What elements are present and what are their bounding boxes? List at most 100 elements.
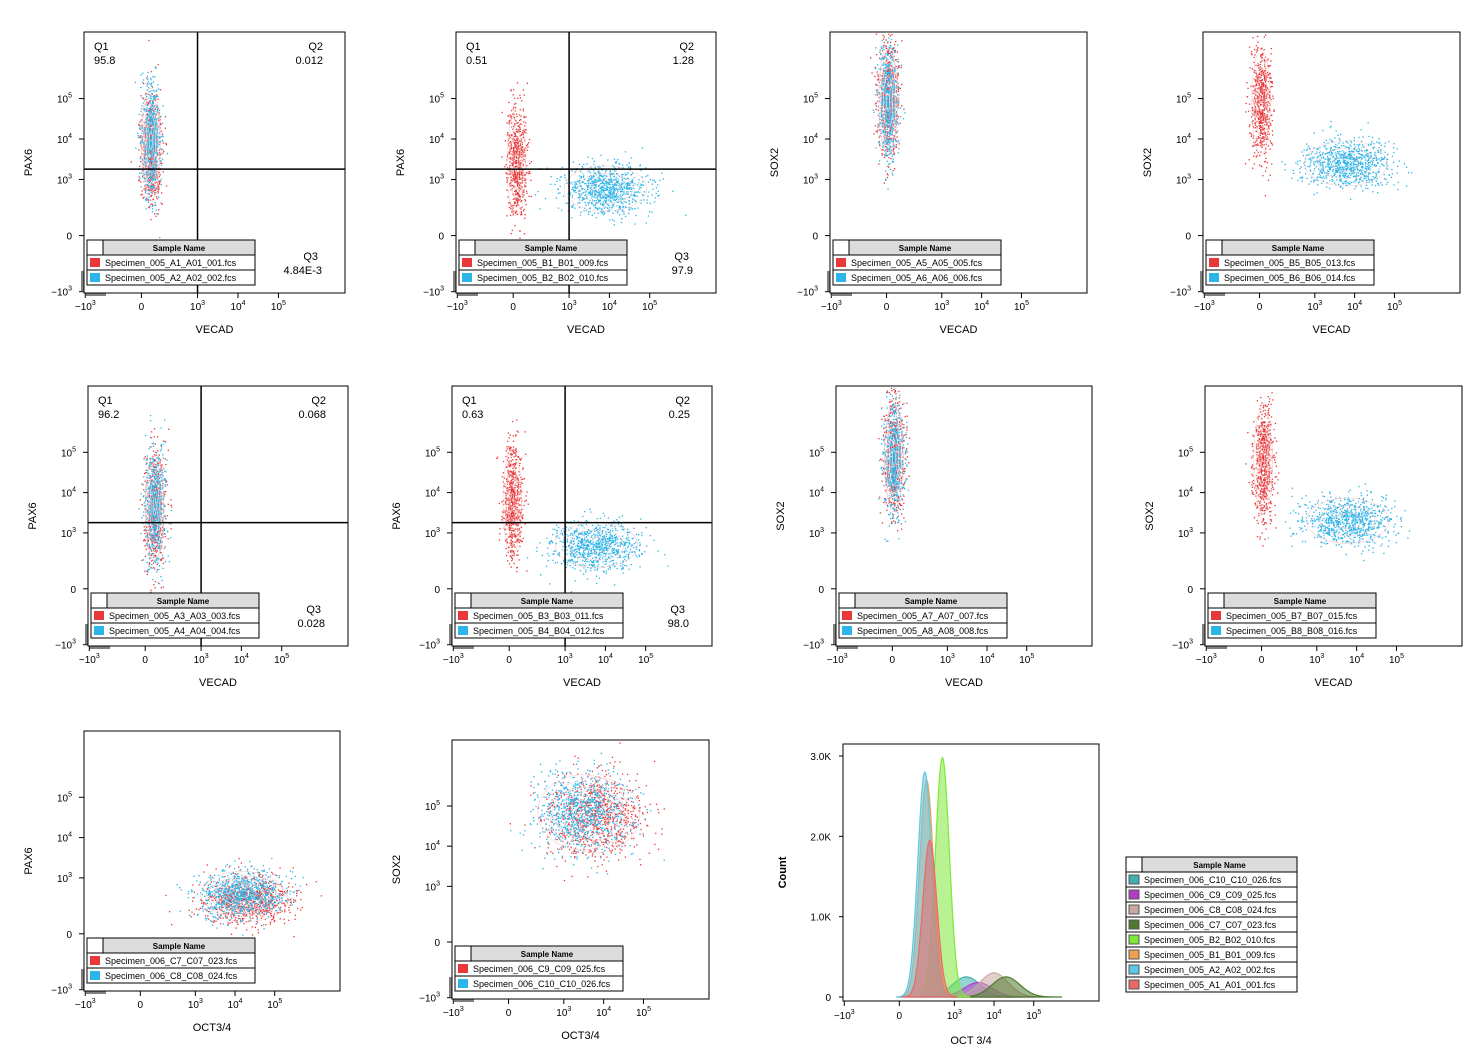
- event-dot: [902, 118, 905, 120]
- event-dot: [897, 73, 899, 76]
- event-dot: [891, 110, 893, 113]
- event-dot: [149, 142, 151, 144]
- event-dot: [614, 184, 616, 186]
- event-dot: [130, 161, 132, 163]
- event-dot: [582, 198, 585, 200]
- event-dot: [889, 62, 892, 64]
- event-dot: [530, 161, 532, 163]
- event-dot: [1263, 73, 1265, 75]
- event-dot: [890, 123, 892, 125]
- event-dot: [591, 195, 594, 197]
- event-dot: [149, 131, 151, 133]
- event-dot: [615, 177, 617, 179]
- event-dot: [892, 153, 894, 156]
- event-dot: [601, 196, 604, 198]
- event-dot: [156, 114, 158, 116]
- event-dot: [1260, 87, 1262, 89]
- legend-header-label: Sample Name: [899, 244, 952, 253]
- event-dot: [519, 143, 521, 145]
- event-dot: [152, 186, 154, 188]
- event-dot: [882, 74, 884, 76]
- event-dot: [895, 119, 897, 121]
- event-dot: [520, 178, 522, 180]
- event-dot: [1263, 128, 1265, 130]
- event-dot: [511, 150, 514, 153]
- event-dot: [148, 132, 150, 135]
- event-dot: [156, 188, 158, 190]
- event-dot: [888, 108, 890, 110]
- event-dot: [627, 172, 629, 174]
- event-dot: [155, 96, 157, 99]
- event-dot: [1263, 59, 1265, 61]
- event-dot: [884, 125, 886, 127]
- event-dot: [152, 167, 154, 169]
- event-dot: [155, 140, 157, 143]
- event-dot: [616, 197, 618, 200]
- event-dot: [618, 208, 620, 210]
- x-tick-label: 0: [1257, 302, 1263, 313]
- event-dot: [150, 219, 152, 221]
- event-dot: [661, 172, 663, 174]
- event-dot: [151, 112, 153, 114]
- event-dot: [1265, 151, 1267, 153]
- event-dot: [887, 88, 889, 90]
- event-dot: [898, 66, 900, 69]
- event-dot: [150, 170, 153, 172]
- event-dot: [517, 195, 519, 197]
- event-dot: [631, 182, 634, 184]
- event-dot: [1251, 68, 1253, 70]
- legend-entry: Specimen_005_A5_A05_005.fcs: [851, 258, 983, 268]
- event-dot: [157, 139, 159, 142]
- event-dot: [154, 191, 156, 194]
- quadrant-value: 1.28: [673, 55, 694, 67]
- event-dot: [515, 151, 518, 153]
- event-dot: [898, 148, 900, 150]
- event-dot: [601, 185, 604, 187]
- event-dot: [879, 57, 881, 59]
- event-dot: [162, 140, 164, 142]
- event-dot: [527, 142, 530, 144]
- event-dot: [874, 66, 876, 69]
- event-dot: [612, 190, 615, 193]
- event-dot: [525, 122, 527, 124]
- event-dot: [156, 213, 158, 215]
- event-dot: [140, 128, 142, 130]
- y-tick-label: −103: [51, 286, 72, 299]
- legend-entry: Specimen_005_B2_B02_010.fcs: [477, 273, 609, 283]
- event-dot: [874, 94, 877, 96]
- event-dot: [517, 185, 519, 187]
- event-dot: [890, 138, 892, 141]
- event-dot: [610, 193, 612, 195]
- event-dot: [1268, 119, 1270, 121]
- event-dot: [146, 116, 149, 119]
- event-dot: [139, 172, 141, 174]
- event-dot: [601, 197, 603, 199]
- event-dot: [617, 181, 619, 183]
- event-dot: [1256, 114, 1259, 116]
- plot-frame: [83, 31, 346, 294]
- event-dot: [519, 162, 521, 164]
- event-dot: [602, 204, 604, 207]
- event-dot: [526, 82, 528, 84]
- event-dot: [591, 183, 593, 185]
- event-dot: [640, 187, 642, 189]
- event-dot: [516, 113, 518, 115]
- event-dot: [597, 201, 600, 204]
- event-dot: [514, 202, 517, 204]
- event-dot: [518, 145, 520, 147]
- event-dot: [578, 193, 580, 195]
- event-dot: [604, 187, 606, 189]
- event-dot: [609, 184, 611, 186]
- event-dot: [593, 160, 595, 162]
- event-dot: [621, 202, 623, 204]
- event-dot: [1254, 122, 1256, 125]
- event-dot: [157, 63, 159, 66]
- event-dot: [893, 153, 895, 155]
- event-dot: [1265, 157, 1267, 159]
- event-dot: [522, 133, 525, 135]
- event-dot: [156, 106, 158, 108]
- event-dot: [637, 207, 639, 209]
- event-dot: [875, 83, 877, 85]
- event-dot: [1264, 56, 1267, 58]
- event-dot: [147, 120, 149, 122]
